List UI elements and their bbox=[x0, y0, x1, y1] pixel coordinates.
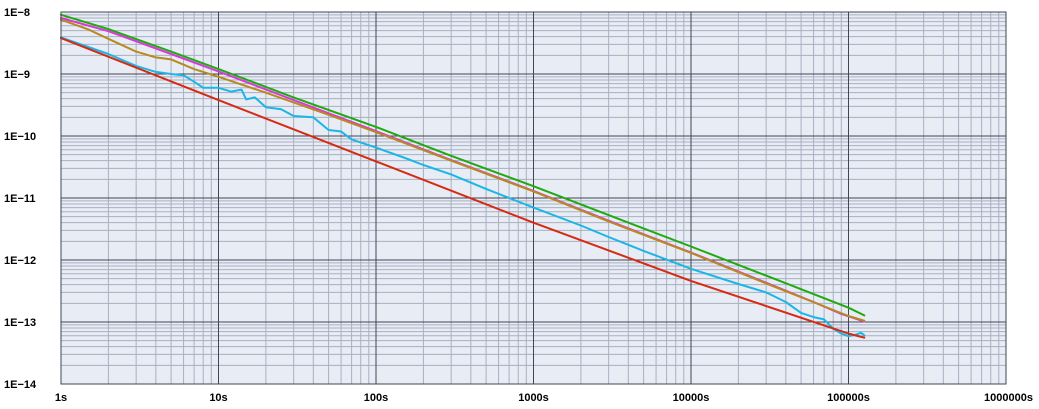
series-line-3 bbox=[60, 18, 866, 322]
x-tick-label: 1s bbox=[55, 392, 67, 404]
series-line-1 bbox=[60, 13, 866, 317]
series-line-5 bbox=[60, 37, 866, 339]
x-tick-label: 10s bbox=[209, 392, 227, 404]
x-tick-label: 10000s bbox=[673, 392, 710, 404]
x-tick-label: 1000s bbox=[518, 392, 549, 404]
data-series bbox=[60, 13, 866, 339]
y-tick-label: 1E−8 bbox=[4, 7, 30, 19]
y-tick-label: 1E−10 bbox=[4, 131, 36, 143]
y-axis: 1E−8 1E−9 1E−10 1E−11 1E−12 1E−13 1E−14 bbox=[4, 7, 37, 391]
x-tick-label: 1000000s bbox=[984, 392, 1033, 404]
series-line-4 bbox=[60, 36, 866, 338]
y-tick-label: 1E−11 bbox=[4, 193, 36, 205]
x-tick-label: 100s bbox=[364, 392, 388, 404]
y-tick-label: 1E−13 bbox=[4, 317, 36, 329]
y-tick-label: 1E−9 bbox=[4, 69, 30, 81]
x-axis: 1s 10s 100s 1000s 10000s 100000s 1000000s bbox=[55, 392, 1033, 404]
plot-area-border bbox=[60, 11, 1007, 385]
y-tick-label: 1E−12 bbox=[4, 255, 36, 267]
x-tick-label: 100000s bbox=[827, 392, 870, 404]
y-tick-label: 1E−14 bbox=[4, 379, 37, 391]
